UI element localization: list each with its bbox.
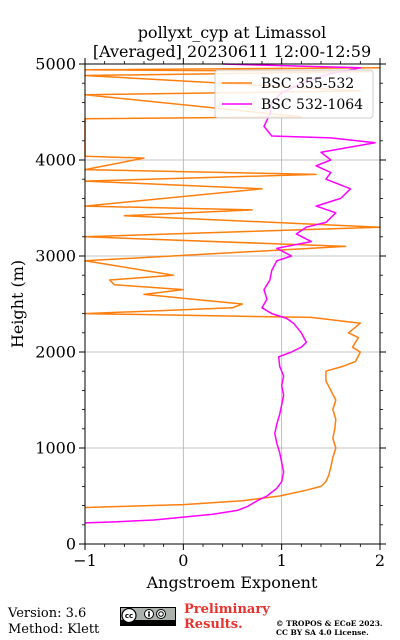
y-tick-label-0: 0 xyxy=(66,535,76,554)
x-tick-label-1: 0 xyxy=(178,551,188,570)
x-tick-label-3: 2 xyxy=(375,551,385,570)
series-layer xyxy=(84,63,381,524)
y-tick-label-3: 3000 xyxy=(35,247,76,266)
version-text: Version: 3.6 xyxy=(8,606,87,621)
copyright-line-1: © TROPOS & ECoE 2023. xyxy=(276,619,383,628)
legend-box xyxy=(214,69,374,119)
legend: BSC 355-532 BSC 532-1064 xyxy=(214,69,374,119)
y-tick-label-1: 1000 xyxy=(35,439,76,458)
series-line-1 xyxy=(84,63,376,524)
copyright-line-2: CC BY SA 4.0 License. xyxy=(276,628,369,637)
y-tick-label-4: 4000 xyxy=(35,151,76,170)
legend-label-bsc-355-532: BSC 355-532 xyxy=(261,76,354,92)
cc-by-sa-logo: cc xyxy=(120,607,176,626)
method-text: Method: Klett xyxy=(8,622,100,637)
x-tick-label-0: −1 xyxy=(73,551,97,570)
copyright-notice: © TROPOS & ECoE 2023. CC BY SA 4.0 Licen… xyxy=(276,619,383,637)
series-line-0 xyxy=(84,67,381,509)
chart-title-line-1: pollyxt_cyp at Limassol xyxy=(138,23,327,42)
y-tick-label-2: 2000 xyxy=(35,343,76,362)
legend-label-bsc-532-1064: BSC 532-1064 xyxy=(261,97,363,113)
version-info: Version: 3.6 Method: Klett xyxy=(8,606,99,638)
preliminary-line-2: Results. xyxy=(184,617,243,632)
x-axis-label: Angstroem Exponent xyxy=(146,573,318,592)
preliminary-line-1: Preliminary xyxy=(184,602,270,617)
grid-lines xyxy=(84,63,381,545)
svg-text:cc: cc xyxy=(125,612,133,620)
preliminary-notice: Preliminary Results. xyxy=(184,602,270,632)
chart-title-line-2: [Averaged] 20230611 12:00-12:59 xyxy=(93,42,371,61)
plot-frame xyxy=(84,63,381,545)
y-axis-label: Height (m) xyxy=(8,260,27,348)
x-tick-label-2: 1 xyxy=(277,551,287,570)
y-tick-label-5: 5000 xyxy=(35,55,76,74)
